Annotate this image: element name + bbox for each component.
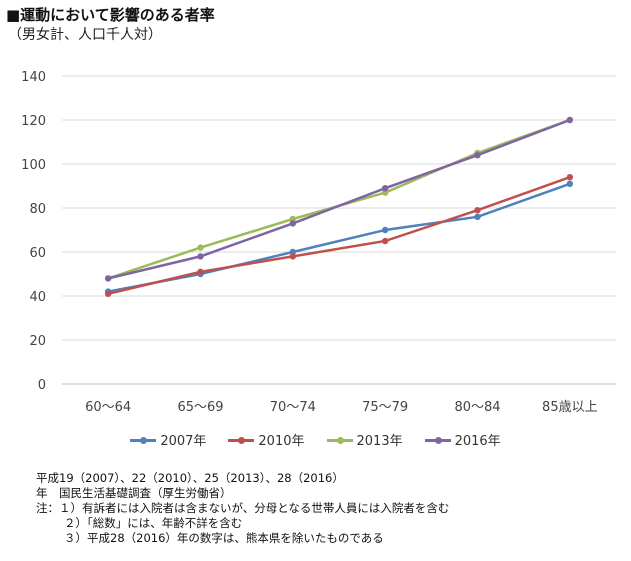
x-tick-label: 80～84	[454, 400, 500, 415]
series-line	[107, 118, 571, 280]
y-tick-label: 80	[29, 202, 46, 217]
legend-item: 2016年	[424, 430, 501, 449]
source-line: 年 国民生活基礎調査（厚生労働省）	[36, 486, 232, 500]
series-line	[107, 118, 571, 280]
data-point	[197, 268, 204, 275]
legend-label: 2010年	[258, 434, 305, 449]
series-line	[107, 176, 571, 296]
source-line: 平成19（2007）、22（2010）、25（2013）、28（2016）	[36, 471, 344, 485]
y-tick-label: 100	[21, 158, 46, 173]
x-tick-label: 85歳以上	[542, 400, 598, 415]
legend-label: 2007年	[160, 434, 207, 449]
x-tick-label: 70～74	[270, 400, 316, 415]
data-point	[474, 213, 481, 220]
y-tick-label: 40	[29, 290, 46, 305]
data-point	[381, 237, 389, 245]
chart-title: ■運動において影響のある者率	[6, 6, 215, 24]
data-point	[566, 174, 574, 181]
line-chart: 0 20 40 60 80 100 120 140 60～64 65～69 70～74 75～79 80…	[21, 70, 616, 415]
note-line: ２）「総数」には、年齢不詳を含む	[64, 516, 243, 530]
data-point	[566, 180, 574, 187]
y-tick-label: 0	[38, 378, 46, 393]
data-point	[289, 253, 297, 260]
data-point	[474, 207, 481, 214]
legend-swatch	[326, 435, 353, 445]
data-point	[197, 253, 204, 260]
legend-swatch	[130, 435, 157, 445]
series-line	[107, 182, 571, 293]
data-point	[381, 189, 389, 196]
legend-label: 2016年	[454, 434, 501, 449]
legend-swatch	[424, 435, 451, 445]
legend-item: 2007年	[130, 430, 206, 449]
data-point	[289, 215, 297, 223]
legend-label: 2013年	[356, 434, 403, 449]
data-point	[381, 185, 389, 192]
x-tick-label: 75～79	[362, 400, 408, 415]
legend-item: 2013年	[326, 430, 403, 449]
data-point	[104, 290, 112, 297]
note-line: 注：１）有訴者には入院者は含まないが、分母となる世帯人員には入院者を含む	[36, 501, 450, 515]
y-tick-label: 140	[21, 70, 46, 85]
data-point	[566, 116, 574, 124]
x-tick-label: 65～69	[177, 400, 223, 415]
data-point	[289, 248, 297, 256]
chart-legend: 2007年 2010年 2013年 2016年	[0, 430, 631, 449]
x-tick-label: 60～64	[85, 400, 131, 415]
data-point	[197, 244, 204, 251]
data-point	[474, 152, 481, 159]
y-tick-label: 120	[21, 114, 46, 129]
data-point	[289, 220, 297, 227]
data-point	[381, 226, 389, 234]
data-point	[104, 275, 112, 282]
legend-item: 2010年	[228, 430, 305, 449]
note-line: ３）平成28（2016）年の数字は、熊本県を除いたものである	[64, 531, 384, 545]
y-tick-label: 20	[29, 334, 46, 349]
legend-swatch	[228, 435, 255, 445]
source-notes: 平成19（2007）、22（2010）、25（2013）、28（2016） 年 …	[36, 471, 449, 546]
y-tick-label: 60	[29, 246, 46, 261]
chart-subtitle: （男女計、人口千人対）	[8, 27, 162, 43]
